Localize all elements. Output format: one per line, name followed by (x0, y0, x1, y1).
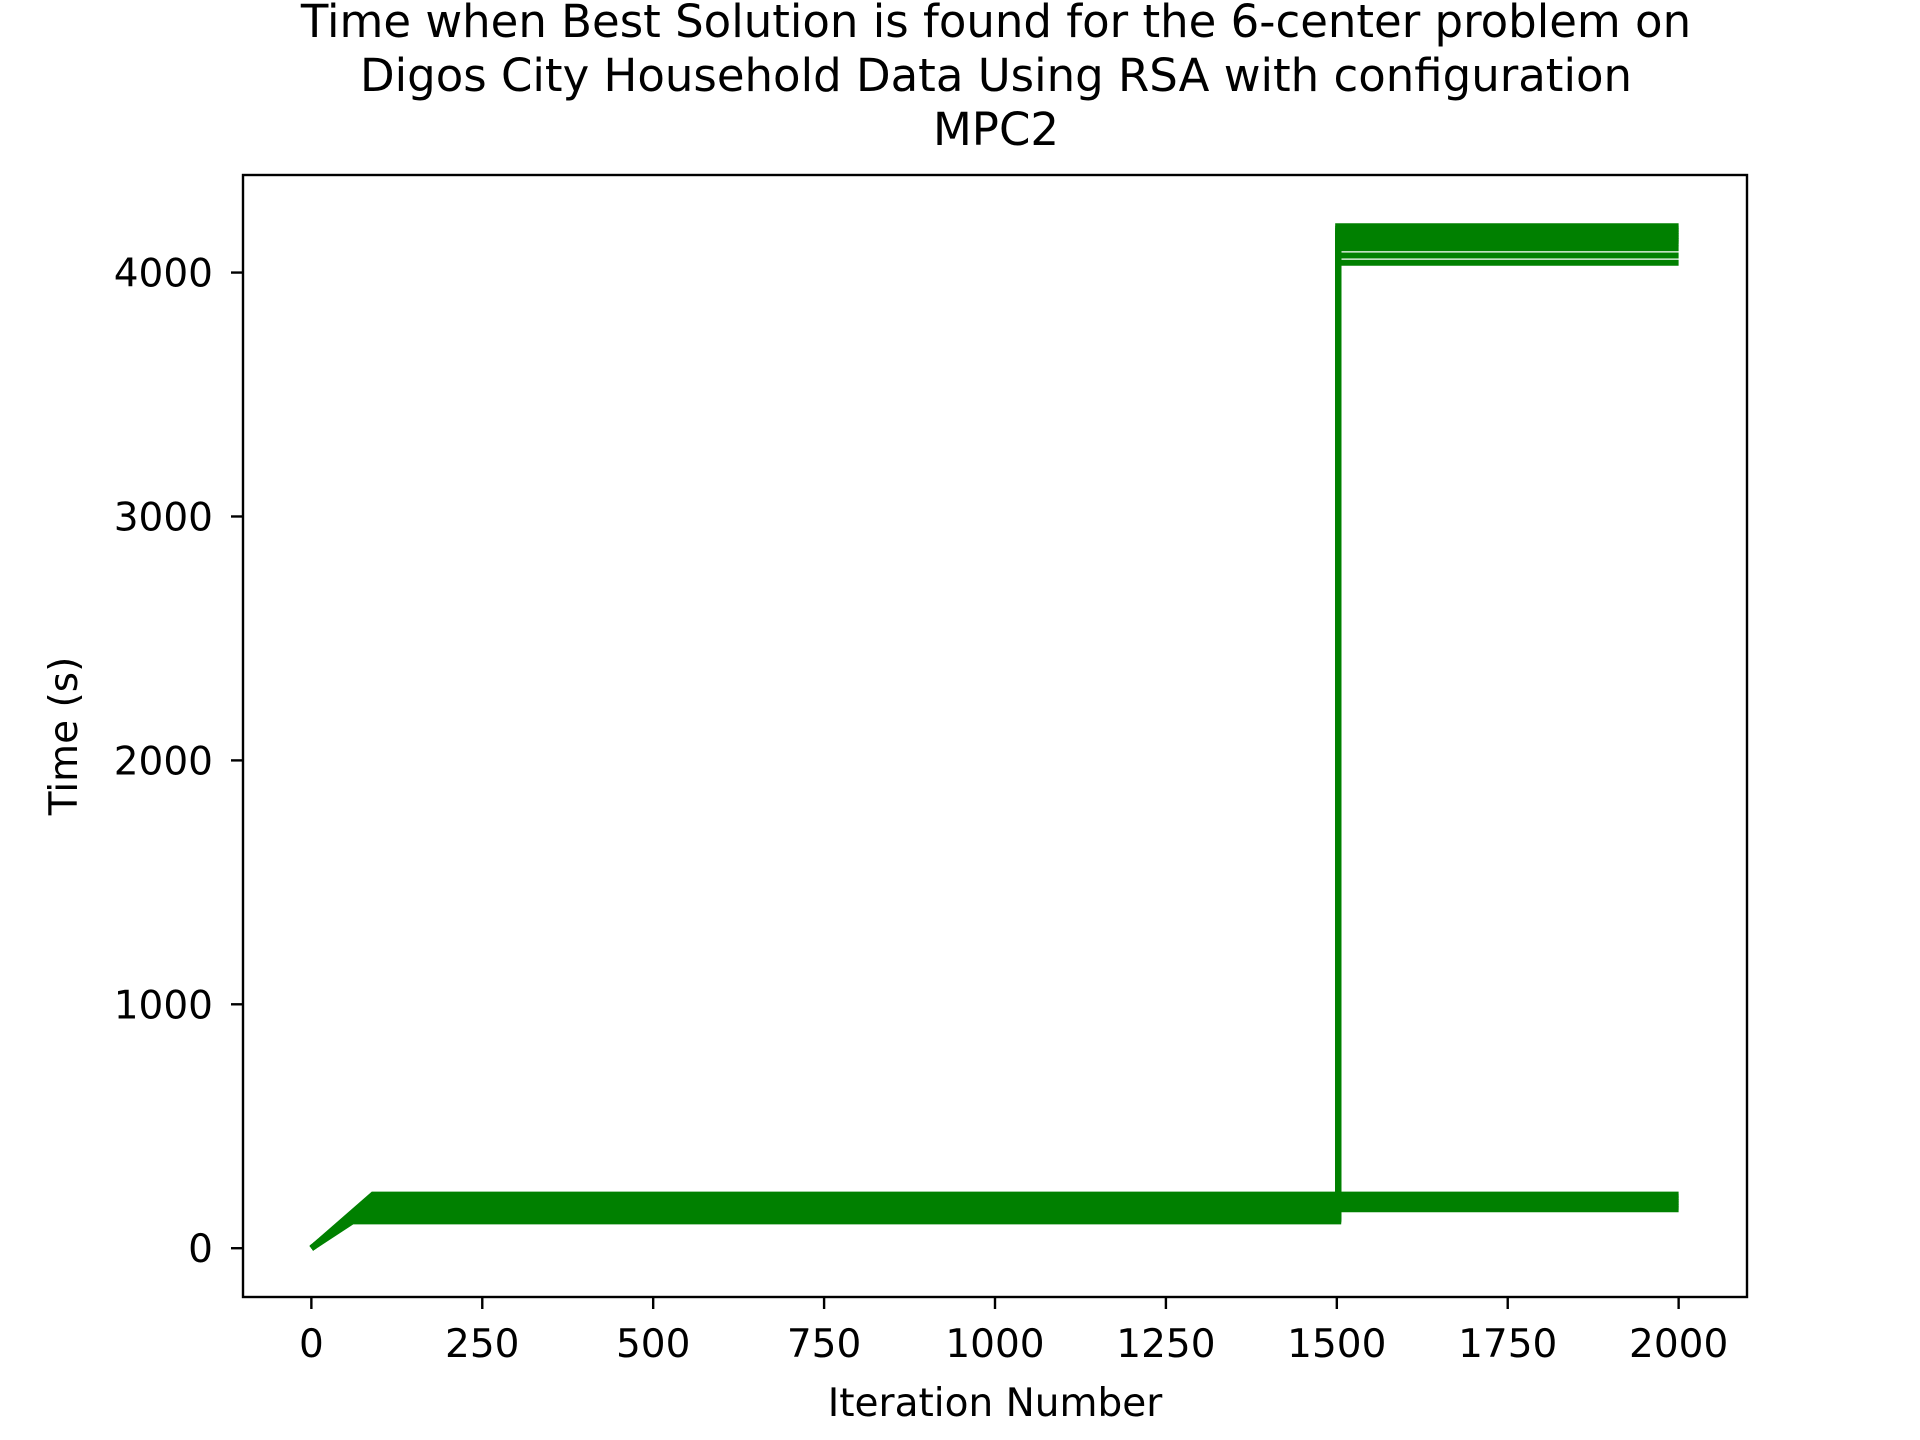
y-tick-label: 0 (188, 1227, 213, 1272)
x-tick-label: 1500 (1287, 1322, 1386, 1367)
plot-frame (241, 173, 1749, 1299)
y-tick-label: 4000 (114, 252, 213, 297)
x-tick-label: 750 (787, 1322, 861, 1367)
plot-area (243, 175, 1747, 1297)
x-tick-label: 1750 (1458, 1322, 1557, 1367)
chart-title-line-2: Digos City Household Data Using RSA with… (360, 49, 1632, 102)
chart-title-line-3: MPC2 (933, 103, 1059, 156)
x-tick-label: 1250 (1116, 1322, 1215, 1367)
x-tick-label: 500 (616, 1322, 690, 1367)
x-tick-label: 1000 (945, 1322, 1044, 1367)
x-tick-label: 0 (299, 1322, 324, 1367)
x-axis-ticks: 0 250 500 750 1000 1250 1500 1750 2000 (299, 1297, 1728, 1367)
y-axis-ticks: 0 1000 2000 3000 4000 (114, 252, 243, 1272)
x-tick-label: 250 (445, 1322, 519, 1367)
series-layer (309, 223, 1679, 1251)
y-axis-label: Time (s) (42, 657, 87, 817)
y-tick-label: 1000 (114, 983, 213, 1028)
chart-title-line-1: Time when Best Solution is found for the… (300, 0, 1691, 48)
series-line-18 (309, 223, 1679, 1251)
x-axis-label: Iteration Number (828, 1381, 1163, 1426)
y-tick-label: 3000 (114, 495, 213, 540)
y-tick-label: 2000 (114, 739, 213, 784)
x-tick-label: 2000 (1629, 1322, 1728, 1367)
